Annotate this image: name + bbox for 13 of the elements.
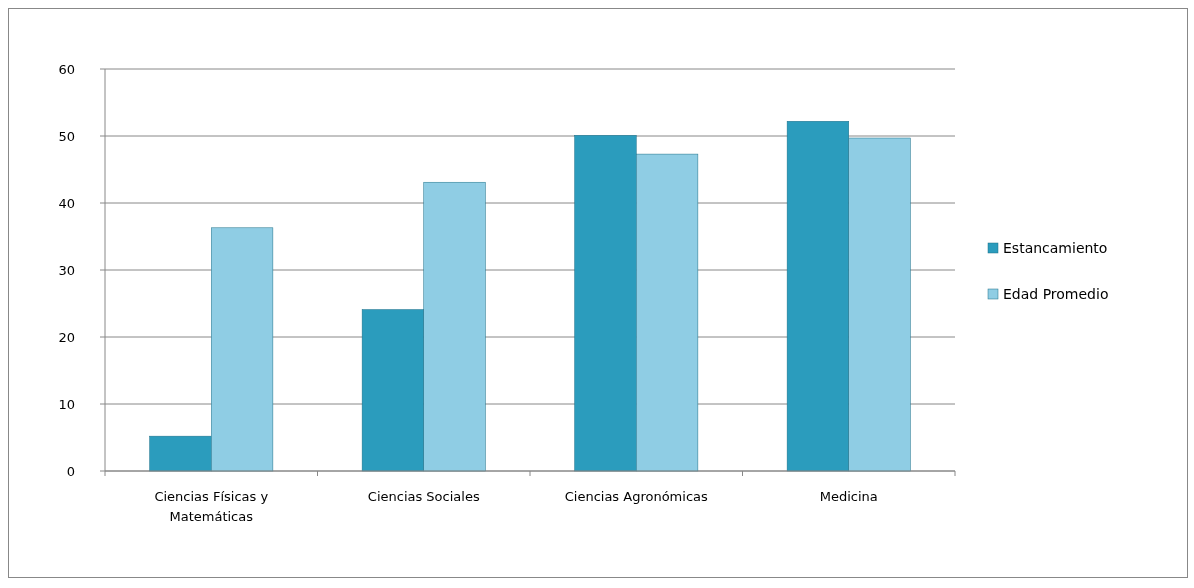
y-tick-label: 30 [58,262,75,278]
x-tick-label: Ciencias Físicas y Matemáticas [154,489,269,524]
x-tick-label: Ciencias Agronómicas [564,489,709,504]
y-tick-label: 20 [58,329,75,345]
x-tick-label: Medicina [819,489,878,504]
y-tick-label: 40 [58,195,75,211]
y-tick-label: 50 [58,128,75,144]
y-tick-label: 0 [66,463,75,479]
legend-label: Edad Promedio [1003,285,1109,302]
y-tick-label: 60 [58,61,75,77]
legend-label: Estancamiento [1003,239,1108,256]
y-tick-label: 10 [58,396,75,412]
x-tick-label: Ciencias Sociales [367,489,480,504]
